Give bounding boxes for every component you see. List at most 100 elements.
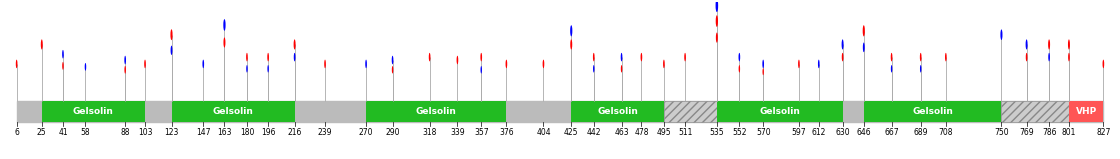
Text: Gelsolin: Gelsolin — [912, 107, 953, 116]
Ellipse shape — [620, 65, 623, 73]
Ellipse shape — [223, 19, 225, 31]
Ellipse shape — [1026, 53, 1027, 61]
Ellipse shape — [324, 60, 326, 68]
Ellipse shape — [268, 65, 269, 73]
Ellipse shape — [40, 39, 43, 49]
Text: 25: 25 — [37, 128, 47, 137]
Ellipse shape — [392, 56, 393, 64]
Ellipse shape — [570, 39, 572, 49]
Ellipse shape — [203, 60, 204, 68]
Text: 646: 646 — [857, 128, 871, 137]
Text: 103: 103 — [138, 128, 152, 137]
Text: 376: 376 — [500, 128, 514, 137]
Ellipse shape — [890, 53, 893, 61]
Bar — [366, 101, 506, 122]
Text: 689: 689 — [914, 128, 928, 137]
Ellipse shape — [246, 65, 248, 73]
Ellipse shape — [293, 53, 296, 61]
Ellipse shape — [1026, 39, 1027, 49]
Ellipse shape — [1048, 39, 1051, 49]
Text: 769: 769 — [1019, 128, 1034, 137]
Ellipse shape — [890, 65, 893, 73]
Ellipse shape — [620, 53, 623, 61]
Text: 495: 495 — [656, 128, 671, 137]
Bar — [17, 101, 1103, 122]
Text: 163: 163 — [217, 128, 232, 137]
Ellipse shape — [480, 53, 482, 61]
Text: 442: 442 — [587, 128, 601, 137]
Ellipse shape — [818, 60, 820, 68]
Ellipse shape — [716, 15, 718, 27]
Ellipse shape — [592, 53, 595, 61]
Ellipse shape — [716, 33, 718, 43]
Text: Gelsolin: Gelsolin — [73, 107, 114, 116]
Ellipse shape — [1048, 53, 1049, 61]
Ellipse shape — [1000, 29, 1002, 40]
Ellipse shape — [480, 66, 482, 73]
Ellipse shape — [144, 60, 146, 68]
Text: 290: 290 — [385, 128, 400, 137]
Text: 827: 827 — [1096, 128, 1111, 137]
Text: 318: 318 — [422, 128, 437, 137]
Text: 41: 41 — [58, 128, 68, 137]
Text: 180: 180 — [240, 128, 254, 137]
Bar — [864, 101, 1001, 122]
Text: 570: 570 — [756, 128, 771, 137]
Ellipse shape — [641, 53, 642, 61]
Ellipse shape — [63, 62, 64, 70]
Text: 478: 478 — [634, 128, 648, 137]
Ellipse shape — [224, 37, 225, 48]
Ellipse shape — [841, 39, 843, 49]
Ellipse shape — [738, 53, 740, 61]
Text: Gelsolin: Gelsolin — [597, 107, 638, 116]
Text: 147: 147 — [196, 128, 211, 137]
Text: Gelsolin: Gelsolin — [213, 107, 253, 116]
Ellipse shape — [392, 66, 393, 73]
Text: 239: 239 — [318, 128, 333, 137]
Text: 88: 88 — [121, 128, 130, 137]
Bar — [41, 101, 144, 122]
Text: 552: 552 — [732, 128, 747, 137]
Ellipse shape — [124, 56, 127, 64]
Text: 750: 750 — [995, 128, 1009, 137]
Bar — [717, 101, 842, 122]
Text: 196: 196 — [261, 128, 276, 137]
Text: VHP: VHP — [1075, 107, 1096, 116]
Ellipse shape — [268, 53, 269, 61]
Ellipse shape — [542, 60, 544, 68]
Text: 535: 535 — [710, 128, 725, 137]
Ellipse shape — [293, 39, 296, 49]
Text: 123: 123 — [165, 128, 179, 137]
Text: 786: 786 — [1042, 128, 1056, 137]
Ellipse shape — [920, 65, 922, 73]
Ellipse shape — [62, 50, 64, 59]
Ellipse shape — [842, 53, 843, 61]
Ellipse shape — [663, 60, 665, 68]
Text: 216: 216 — [288, 128, 301, 137]
Ellipse shape — [170, 29, 172, 40]
Ellipse shape — [85, 63, 86, 71]
Text: 511: 511 — [678, 128, 692, 137]
Text: 463: 463 — [614, 128, 628, 137]
Ellipse shape — [763, 68, 764, 75]
Bar — [1001, 101, 1068, 122]
Ellipse shape — [570, 25, 572, 36]
Text: 404: 404 — [536, 128, 551, 137]
Bar — [664, 101, 717, 122]
Ellipse shape — [429, 53, 430, 61]
Text: 357: 357 — [474, 128, 488, 137]
Text: Gelsolin: Gelsolin — [759, 107, 800, 116]
Ellipse shape — [592, 65, 595, 73]
Text: 6: 6 — [15, 128, 19, 137]
Bar — [171, 101, 295, 122]
Ellipse shape — [124, 66, 125, 74]
Ellipse shape — [763, 60, 764, 68]
Ellipse shape — [738, 65, 740, 73]
Ellipse shape — [716, 0, 718, 12]
Text: 630: 630 — [836, 128, 850, 137]
Text: 270: 270 — [358, 128, 373, 137]
Ellipse shape — [246, 53, 248, 61]
Text: 339: 339 — [450, 128, 465, 137]
Ellipse shape — [365, 60, 367, 68]
Ellipse shape — [945, 53, 946, 61]
